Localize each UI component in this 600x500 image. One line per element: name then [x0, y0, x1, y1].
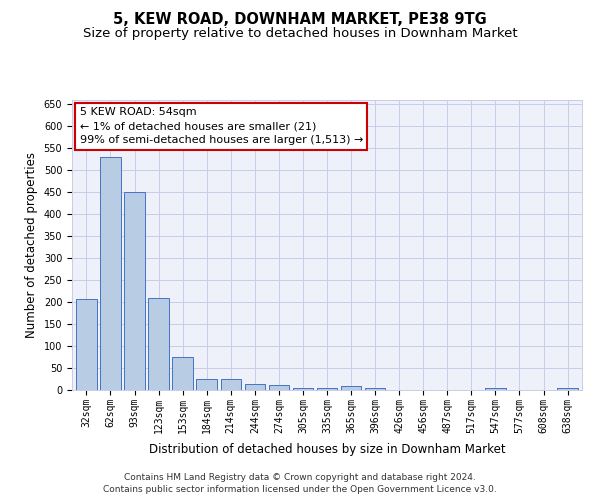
Bar: [148, 298, 169, 390]
Bar: [293, 388, 313, 390]
Bar: [172, 357, 193, 390]
Text: Distribution of detached houses by size in Downham Market: Distribution of detached houses by size …: [149, 442, 505, 456]
Bar: [317, 388, 337, 390]
Bar: [245, 384, 265, 390]
Y-axis label: Number of detached properties: Number of detached properties: [25, 152, 38, 338]
Bar: [196, 378, 217, 390]
Bar: [76, 299, 97, 390]
Bar: [365, 388, 385, 390]
Bar: [221, 379, 241, 390]
Bar: [341, 386, 361, 390]
Text: Size of property relative to detached houses in Downham Market: Size of property relative to detached ho…: [83, 28, 517, 40]
Text: Contains HM Land Registry data © Crown copyright and database right 2024.: Contains HM Land Registry data © Crown c…: [124, 474, 476, 482]
Bar: [269, 384, 289, 390]
Text: 5 KEW ROAD: 54sqm
← 1% of detached houses are smaller (21)
99% of semi-detached : 5 KEW ROAD: 54sqm ← 1% of detached house…: [80, 108, 363, 146]
Bar: [485, 388, 506, 390]
Text: Contains public sector information licensed under the Open Government Licence v3: Contains public sector information licen…: [103, 485, 497, 494]
Bar: [100, 157, 121, 390]
Bar: [557, 388, 578, 390]
Text: 5, KEW ROAD, DOWNHAM MARKET, PE38 9TG: 5, KEW ROAD, DOWNHAM MARKET, PE38 9TG: [113, 12, 487, 28]
Bar: [124, 192, 145, 390]
